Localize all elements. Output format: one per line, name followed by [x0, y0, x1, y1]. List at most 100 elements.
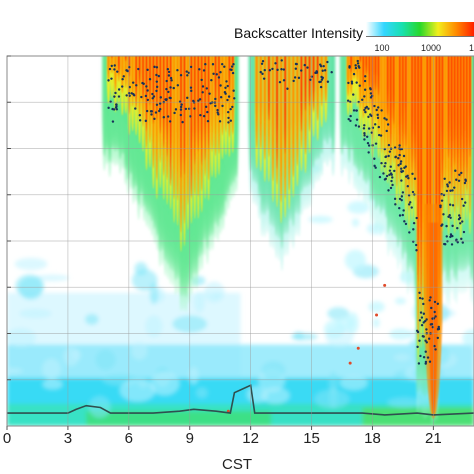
retrieval-point [153, 65, 156, 69]
haze-patch [308, 215, 333, 224]
retrieval-point [113, 64, 116, 67]
retrieval-point [365, 135, 369, 138]
retrieval-point [376, 113, 379, 117]
retrieval-point [226, 84, 229, 88]
retrieval-point [448, 203, 452, 206]
retrieval-point [179, 105, 183, 109]
retrieval-point [271, 67, 274, 71]
retrieval-point [422, 312, 426, 315]
haze-band [362, 407, 474, 426]
plume-core-red [316, 56, 319, 82]
plume-core-orange [221, 56, 224, 136]
boundary-layer-line [7, 384, 474, 416]
retrieval-point [224, 86, 227, 89]
retrieval-point [226, 98, 229, 102]
retrieval-point [107, 79, 110, 82]
retrieval-point [416, 330, 420, 334]
retrieval-point [261, 60, 265, 63]
retrieval-point [437, 327, 440, 330]
retrieval-point [393, 197, 397, 201]
retrieval-point [398, 206, 401, 210]
retrieval-point [181, 120, 184, 124]
retrieval-point [219, 70, 222, 74]
retrieval-point [214, 104, 217, 108]
plume-core-red [447, 56, 450, 159]
plume-core-red [459, 56, 462, 178]
plume-core-orange [231, 56, 235, 135]
plume-core-red [183, 56, 186, 175]
retrieval-point [363, 124, 366, 127]
retrieval-point [348, 66, 351, 69]
haze-patch [42, 358, 61, 380]
retrieval-point [453, 186, 456, 189]
retrieval-point [434, 348, 437, 351]
retrieval-point [286, 87, 289, 90]
retrieval-point [391, 183, 394, 187]
retrieval-point [427, 337, 431, 340]
retrieval-point [200, 78, 203, 82]
haze-patch [194, 290, 205, 313]
retrieval-point [404, 222, 408, 226]
retrieval-point [367, 151, 370, 154]
retrieval-point [121, 78, 124, 81]
retrieval-point [157, 74, 161, 78]
retrieval-point [297, 76, 301, 80]
retrieval-point [456, 241, 459, 244]
retrieval-point [128, 65, 131, 69]
retrieval-point [402, 209, 405, 212]
plume-core-red [414, 56, 417, 181]
retrieval-point [375, 108, 378, 112]
retrieval-point [179, 74, 183, 77]
haze-patch [346, 312, 359, 335]
retrieval-point [130, 92, 133, 95]
retrieval-point [280, 59, 283, 62]
retrieval-point [380, 109, 383, 112]
retrieval-point [193, 107, 196, 110]
retrieval-point [111, 120, 115, 123]
plume-core-red [350, 56, 353, 73]
retrieval-point [401, 191, 405, 194]
haze-patch [389, 328, 412, 340]
retrieval-point [134, 107, 137, 110]
retrieval-point [421, 297, 424, 300]
retrieval-point [393, 169, 396, 173]
plume-core-orange [263, 56, 267, 161]
retrieval-point [112, 108, 116, 111]
retrieval-point [148, 77, 152, 81]
haze-patch [328, 386, 338, 409]
plume-core-red [410, 56, 414, 172]
retrieval-point [363, 95, 366, 98]
retrieval-point [366, 141, 370, 145]
plume-core-orange [271, 56, 275, 182]
retrieval-point [352, 93, 355, 96]
retrieval-point [429, 296, 432, 299]
retrieval-point [417, 362, 421, 365]
retrieval-point [401, 213, 404, 217]
x-tick-label: 15 [303, 430, 320, 447]
retrieval-point [330, 71, 333, 74]
retrieval-point [429, 323, 433, 326]
retrieval-point [445, 235, 448, 238]
plume-core-orange [124, 56, 128, 89]
retrieval-point [383, 117, 386, 120]
retrieval-point [116, 70, 119, 73]
retrieval-point [172, 86, 175, 90]
retrieval-point [458, 173, 461, 176]
retrieval-point [459, 222, 462, 225]
retrieval-point [364, 110, 367, 114]
retrieval-point [233, 97, 236, 100]
retrieval-point [436, 336, 439, 340]
retrieval-point [426, 356, 430, 359]
retrieval-point [379, 134, 383, 137]
retrieval-point [461, 220, 464, 223]
retrieval-point [430, 306, 433, 310]
retrieval-point [387, 154, 390, 158]
retrieval-point [165, 87, 168, 91]
retrieval-point [199, 113, 202, 117]
retrieval-point [188, 115, 192, 118]
retrieval-point [212, 72, 215, 75]
y-axis-ticks [7, 55, 11, 381]
retrieval-point [208, 92, 211, 95]
retrieval-point [412, 228, 415, 231]
